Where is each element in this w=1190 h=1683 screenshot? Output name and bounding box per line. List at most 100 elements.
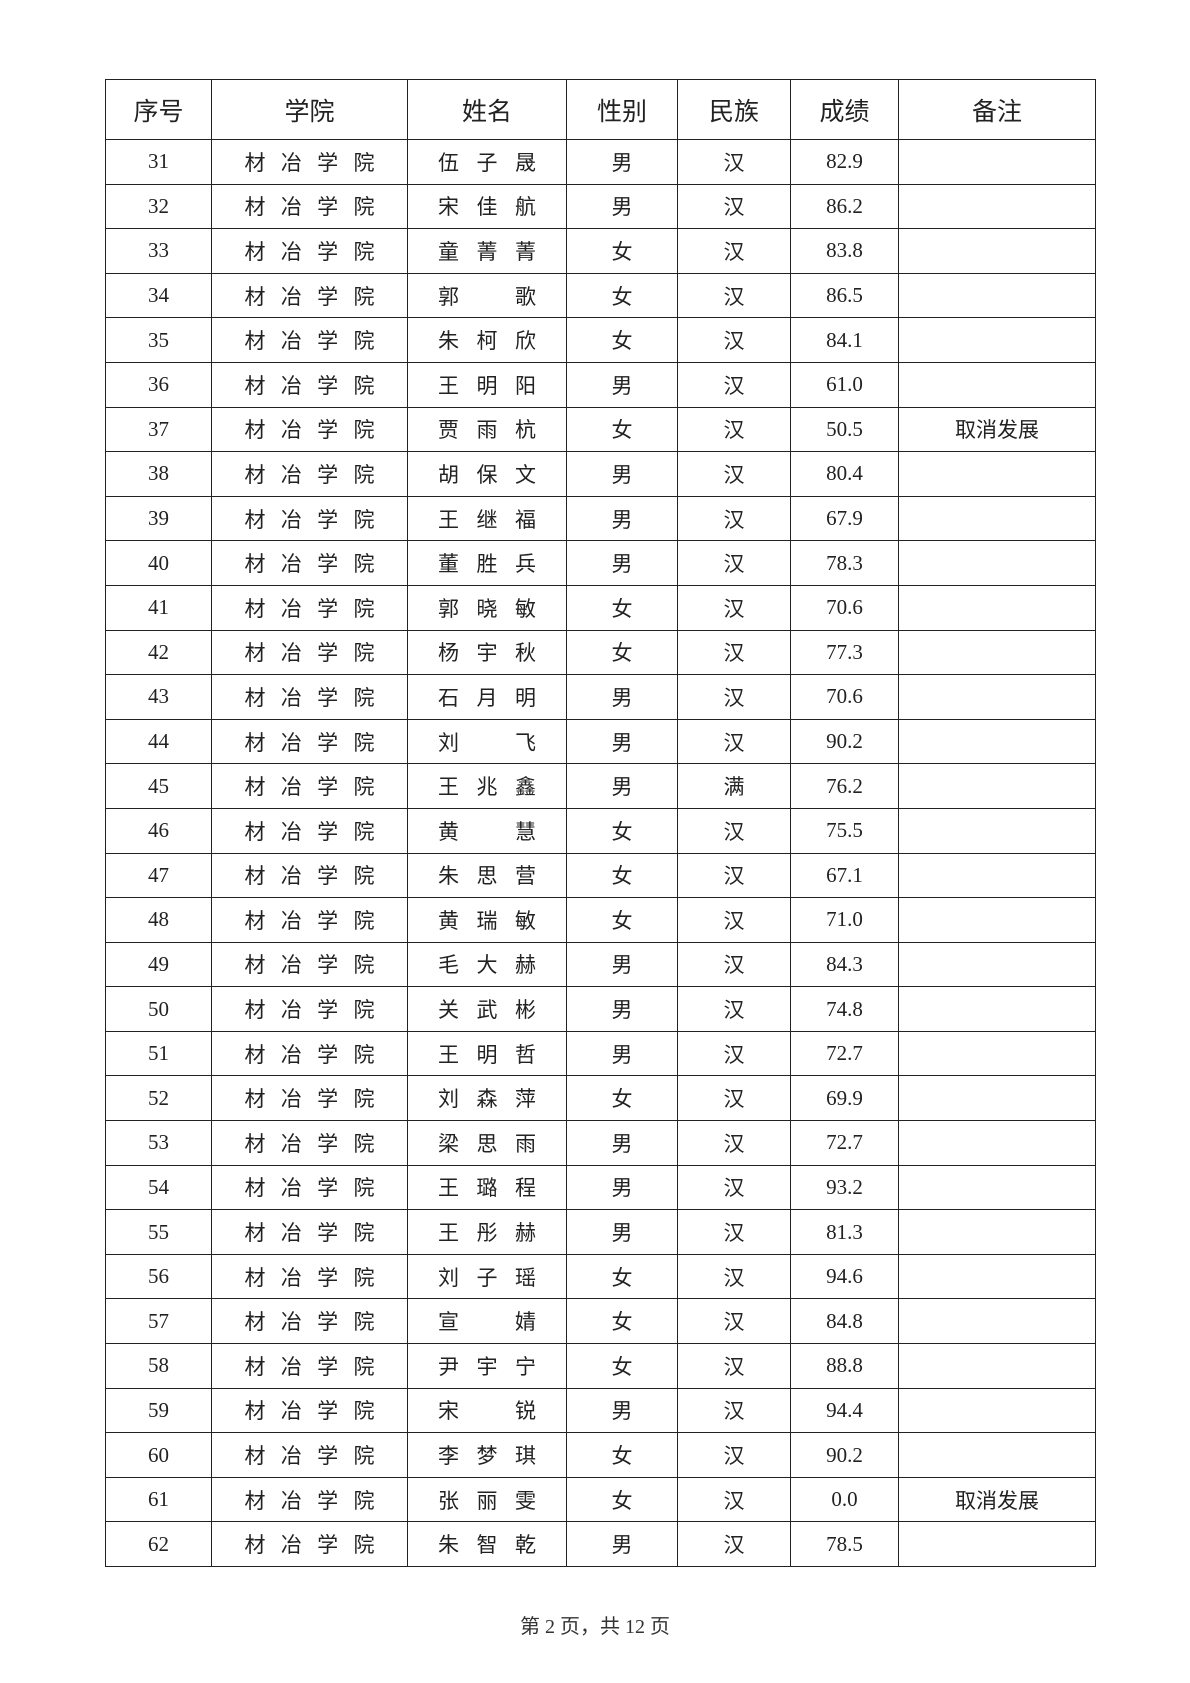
cell-ethnicity: 汉 [677,897,791,943]
cell-score: 82.9 [790,139,899,185]
cell-name: 张丽雯 [407,1476,567,1523]
cell-name: 王明阳 [407,361,567,408]
cell-ethnicity: 汉 [677,317,791,363]
cell-college: 材冶学院 [211,1476,408,1523]
cell-index: 50 [105,986,212,1032]
cell-remark [898,1030,1096,1077]
cell-remark [898,1075,1096,1122]
cell-name: 刘飞 [407,718,567,765]
cell-college: 材冶学院 [211,1120,408,1166]
cell-name: 朱思营 [407,852,567,899]
header-index: 序号 [105,79,212,140]
cell-college: 材冶学院 [211,941,408,988]
cell-gender: 男 [566,451,678,497]
cell-college: 材冶学院 [211,986,408,1032]
college-text: 材冶学院 [244,195,375,220]
name-text: 关武彬 [438,998,536,1023]
cell-gender: 男 [566,183,678,230]
cell-index: 48 [105,897,212,943]
cell-name: 伍子晟 [407,139,567,185]
table-row: 58 材冶学院 尹宇宁 女汉 88.8 [105,1343,1096,1389]
cell-remark [898,1521,1096,1567]
cell-index: 41 [105,584,212,631]
cell-score: 78.5 [790,1521,899,1567]
cell-index: 49 [105,941,212,988]
cell-name: 童菁菁 [407,228,567,274]
cell-gender: 男 [566,361,678,408]
cell-index: 34 [105,272,212,319]
cell-college: 材冶学院 [211,1387,408,1434]
cell-score: 71.0 [790,897,899,943]
name-text: 王彤赫 [438,1221,536,1246]
college-text: 材冶学院 [244,1488,375,1513]
cell-remark [898,763,1096,809]
college-text: 材冶学院 [244,953,375,978]
cell-index: 46 [105,807,212,854]
cell-remark [898,986,1096,1032]
table-row: 33 材冶学院 童菁菁 女汉 83.8 [105,228,1096,274]
cell-remark [898,1164,1096,1211]
cell-college: 材冶学院 [211,361,408,408]
cell-college: 材冶学院 [211,1075,408,1122]
cell-ethnicity: 汉 [677,406,791,453]
cell-college: 材冶学院 [211,1521,408,1567]
cell-college: 材冶学院 [211,852,408,899]
name-text: 黄慧 [438,819,536,844]
table-row: 36 材冶学院 王明阳 男汉 61.0 [105,361,1096,408]
table-row: 40 材冶学院 董胜兵 男汉 78.3 [105,540,1096,586]
cell-index: 31 [105,139,212,185]
cell-score: 84.3 [790,941,899,988]
name-text: 刘森萍 [438,1087,536,1112]
cell-remark: 取消发展 [898,406,1096,453]
cell-college: 材冶学院 [211,718,408,765]
cell-score: 88.8 [790,1343,899,1389]
cell-college: 材冶学院 [211,763,408,809]
cell-score: 72.7 [790,1030,899,1077]
name-text: 黄瑞敏 [438,908,536,933]
name-text: 宋佳航 [438,195,536,220]
college-text: 材冶学院 [244,1444,375,1469]
cell-name: 黄瑞敏 [407,897,567,943]
cell-college: 材冶学院 [211,629,408,676]
cell-gender: 女 [566,1253,678,1300]
table-row: 35 材冶学院 朱柯欣 女汉 84.1 [105,317,1096,363]
college-text: 材冶学院 [244,685,375,710]
cell-remark [898,897,1096,943]
cell-gender: 男 [566,1387,678,1434]
cell-gender: 男 [566,1521,678,1567]
cell-name: 刘子瑶 [407,1253,567,1300]
table-row: 48 材冶学院 黄瑞敏 女汉 71.0 [105,897,1096,943]
name-text: 石月明 [438,685,536,710]
cell-name: 朱智乾 [407,1521,567,1567]
cell-college: 材冶学院 [211,807,408,854]
cell-remark [898,317,1096,363]
cell-name: 李梦琪 [407,1432,567,1478]
cell-ethnicity: 汉 [677,718,791,765]
cell-ethnicity: 汉 [677,1432,791,1478]
name-text: 伍子晟 [438,150,536,175]
cell-college: 材冶学院 [211,897,408,943]
cell-index: 35 [105,317,212,363]
table-row: 56 材冶学院 刘子瑶 女汉 94.6 [105,1253,1096,1300]
college-text: 材冶学院 [244,239,375,264]
cell-gender: 男 [566,139,678,185]
table-row: 44 材冶学院 刘飞 男汉 90.2 [105,718,1096,765]
college-text: 材冶学院 [244,373,375,398]
college-text: 材冶学院 [244,1354,375,1379]
header-ethnicity: 民族 [677,79,791,140]
name-text: 刘飞 [438,730,536,755]
cell-gender: 女 [566,629,678,676]
name-text: 王明哲 [438,1042,536,1067]
cell-score: 90.2 [790,718,899,765]
cell-college: 材冶学院 [211,139,408,185]
cell-name: 关武彬 [407,986,567,1032]
cell-gender: 女 [566,852,678,899]
cell-ethnicity: 汉 [677,1476,791,1523]
table-row: 43 材冶学院 石月明 男汉 70.6 [105,674,1096,720]
cell-remark [898,228,1096,274]
cell-remark [898,540,1096,586]
cell-score: 84.8 [790,1298,899,1345]
table-row: 41 材冶学院 郭晓敏 女汉 70.6 [105,584,1096,631]
cell-index: 54 [105,1164,212,1211]
cell-college: 材冶学院 [211,317,408,363]
